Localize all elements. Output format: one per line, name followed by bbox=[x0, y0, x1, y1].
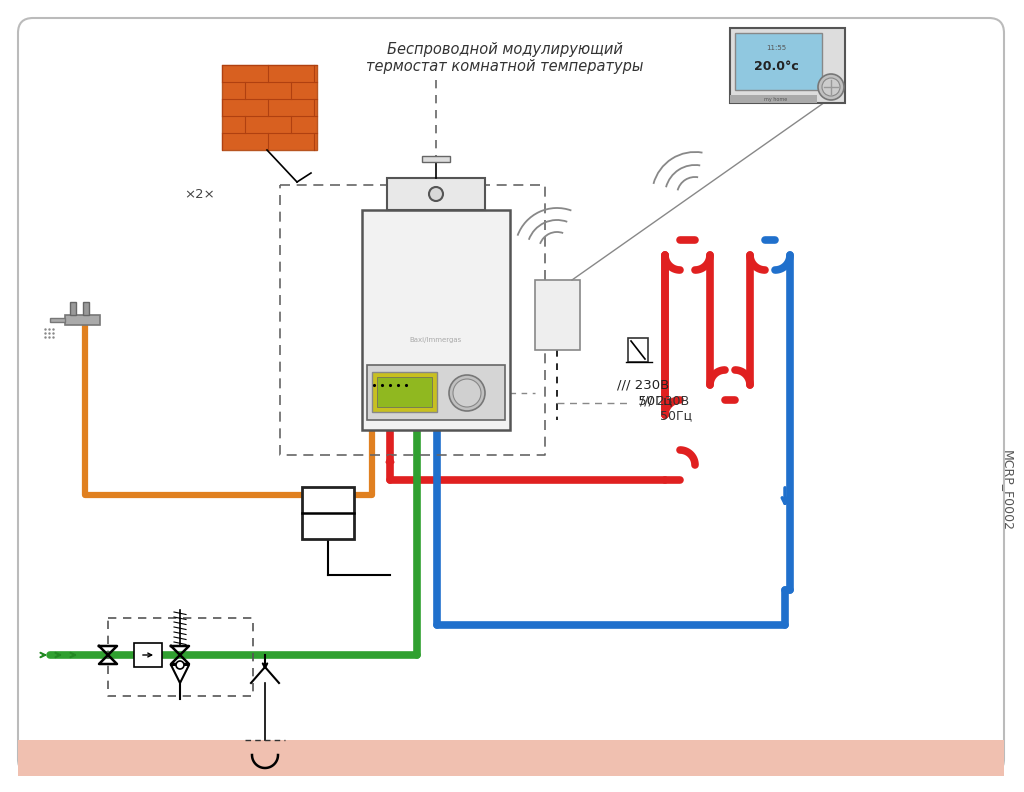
Circle shape bbox=[818, 74, 844, 100]
Bar bbox=[730, 95, 817, 103]
Text: 20.0°с: 20.0°с bbox=[754, 59, 799, 73]
Circle shape bbox=[449, 375, 485, 411]
Bar bbox=[372, 372, 437, 412]
Bar bbox=[730, 28, 845, 103]
Bar bbox=[83, 302, 89, 315]
Bar bbox=[735, 33, 822, 90]
Bar bbox=[535, 280, 580, 350]
Bar bbox=[302, 487, 354, 539]
Bar bbox=[377, 377, 432, 407]
Text: ×2×: ×2× bbox=[184, 188, 215, 201]
FancyBboxPatch shape bbox=[18, 18, 1004, 774]
Bar bbox=[70, 302, 76, 315]
Bar bbox=[222, 65, 317, 150]
Text: /// 230В
     50Гц: /// 230В 50Гц bbox=[640, 394, 692, 422]
Bar bbox=[65, 315, 100, 325]
Text: my home: my home bbox=[764, 97, 787, 101]
Text: Baxi/Immergas: Baxi/Immergas bbox=[410, 337, 462, 343]
Bar bbox=[387, 178, 485, 210]
Bar bbox=[50, 318, 65, 322]
Text: 11:55: 11:55 bbox=[766, 45, 786, 51]
Circle shape bbox=[453, 379, 481, 407]
Bar bbox=[134, 643, 162, 667]
Bar bbox=[628, 338, 648, 362]
Bar bbox=[422, 156, 450, 162]
Circle shape bbox=[822, 78, 840, 96]
Text: Беспроводной модулирующий
термостат комнатной температуры: Беспроводной модулирующий термостат комн… bbox=[367, 42, 644, 74]
Text: MCRP_F0002: MCRP_F0002 bbox=[1000, 450, 1014, 531]
Bar bbox=[362, 210, 510, 430]
Bar bbox=[367, 365, 505, 420]
Circle shape bbox=[429, 187, 443, 201]
Text: /// 230В
     50Гц: /// 230В 50Гц bbox=[617, 379, 672, 407]
Bar bbox=[18, 740, 1004, 776]
Circle shape bbox=[176, 661, 184, 669]
